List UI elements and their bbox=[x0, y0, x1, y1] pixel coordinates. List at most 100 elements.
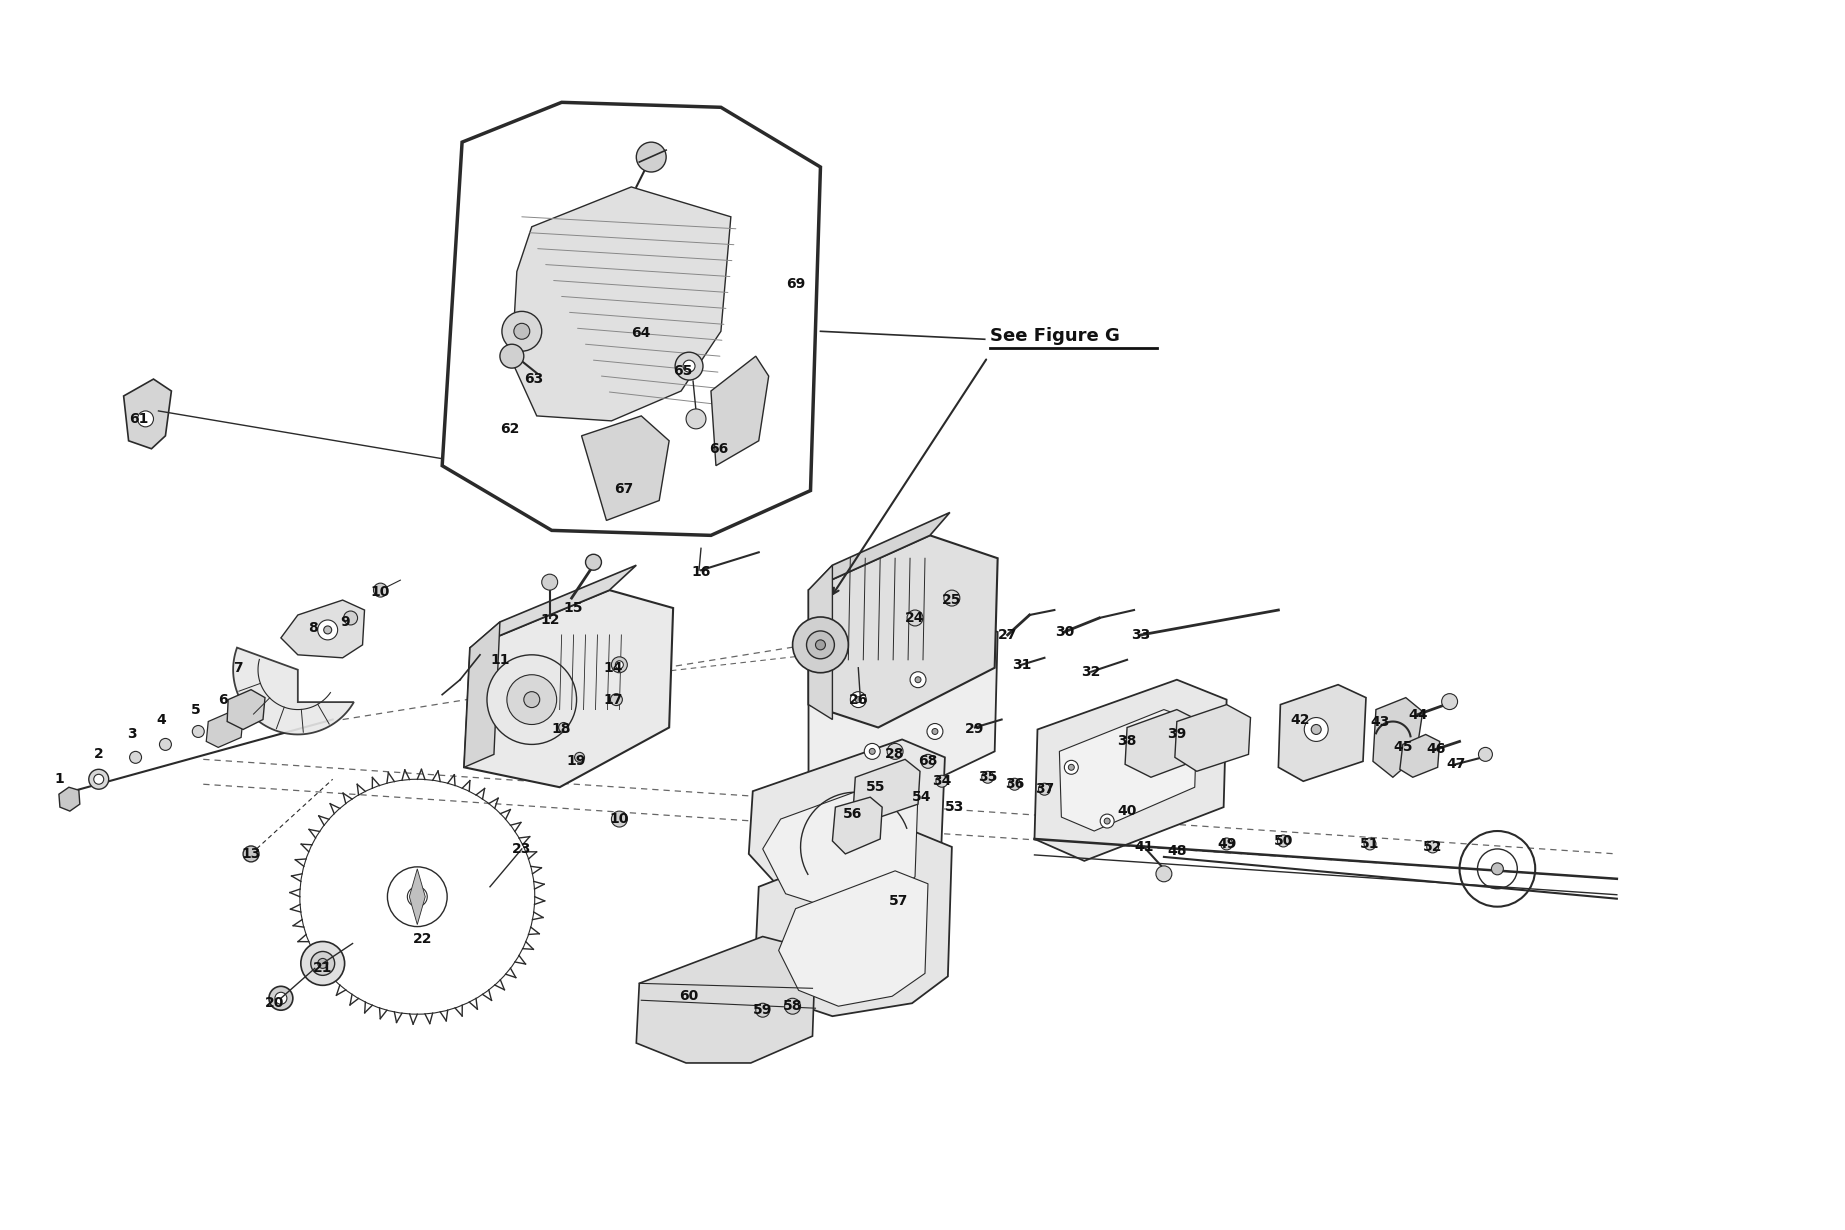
Circle shape bbox=[611, 811, 627, 827]
Text: 31: 31 bbox=[1011, 658, 1031, 672]
Polygon shape bbox=[280, 600, 365, 658]
Text: 48: 48 bbox=[1168, 844, 1186, 859]
Text: 52: 52 bbox=[1422, 840, 1443, 854]
Text: 16: 16 bbox=[692, 566, 710, 579]
Polygon shape bbox=[832, 797, 882, 854]
Text: 30: 30 bbox=[1055, 625, 1074, 638]
Polygon shape bbox=[465, 622, 500, 768]
Text: 22: 22 bbox=[413, 931, 432, 946]
Polygon shape bbox=[1035, 680, 1227, 861]
Circle shape bbox=[542, 574, 557, 590]
Polygon shape bbox=[1279, 685, 1365, 781]
Text: 33: 33 bbox=[1131, 627, 1151, 642]
Circle shape bbox=[1312, 724, 1321, 734]
Circle shape bbox=[910, 672, 926, 688]
Circle shape bbox=[1100, 814, 1114, 828]
Text: 26: 26 bbox=[849, 692, 867, 706]
Circle shape bbox=[1039, 784, 1050, 795]
Text: 69: 69 bbox=[786, 277, 804, 290]
Polygon shape bbox=[756, 829, 952, 1016]
Polygon shape bbox=[762, 777, 919, 910]
Polygon shape bbox=[854, 759, 921, 822]
Text: 35: 35 bbox=[978, 770, 998, 785]
Polygon shape bbox=[227, 690, 266, 729]
Circle shape bbox=[301, 941, 345, 985]
Circle shape bbox=[945, 590, 959, 606]
Circle shape bbox=[373, 583, 387, 597]
Text: 40: 40 bbox=[1118, 804, 1137, 818]
Text: 32: 32 bbox=[1081, 664, 1101, 679]
Circle shape bbox=[138, 411, 153, 427]
Circle shape bbox=[806, 631, 834, 659]
Circle shape bbox=[1478, 748, 1493, 761]
Text: 17: 17 bbox=[603, 692, 624, 706]
Circle shape bbox=[611, 694, 622, 706]
Text: 2: 2 bbox=[94, 748, 103, 761]
Text: 53: 53 bbox=[945, 801, 965, 814]
Circle shape bbox=[686, 408, 707, 429]
Text: 12: 12 bbox=[541, 613, 559, 627]
Circle shape bbox=[515, 323, 530, 339]
Polygon shape bbox=[443, 102, 821, 535]
Text: 60: 60 bbox=[679, 989, 699, 1004]
Circle shape bbox=[244, 846, 258, 862]
Circle shape bbox=[323, 626, 332, 633]
Text: 38: 38 bbox=[1118, 734, 1137, 748]
Circle shape bbox=[500, 344, 524, 368]
Circle shape bbox=[784, 999, 801, 1015]
Polygon shape bbox=[410, 868, 424, 925]
Circle shape bbox=[1068, 764, 1074, 770]
Circle shape bbox=[159, 738, 172, 750]
Text: 23: 23 bbox=[513, 843, 531, 856]
Text: 6: 6 bbox=[218, 692, 229, 706]
Text: 39: 39 bbox=[1168, 727, 1186, 742]
Text: 36: 36 bbox=[1006, 777, 1024, 791]
Circle shape bbox=[129, 752, 142, 764]
Text: 44: 44 bbox=[1408, 707, 1428, 722]
Circle shape bbox=[310, 952, 334, 975]
Polygon shape bbox=[779, 871, 928, 1006]
Polygon shape bbox=[232, 648, 354, 734]
Circle shape bbox=[343, 611, 358, 625]
Circle shape bbox=[1175, 752, 1183, 758]
Text: 20: 20 bbox=[266, 996, 284, 1010]
Text: 55: 55 bbox=[865, 780, 886, 795]
Circle shape bbox=[863, 743, 880, 759]
Circle shape bbox=[856, 696, 862, 702]
Circle shape bbox=[507, 675, 557, 724]
Circle shape bbox=[1441, 694, 1458, 710]
Polygon shape bbox=[808, 610, 998, 807]
Circle shape bbox=[851, 691, 867, 707]
Circle shape bbox=[869, 748, 875, 754]
Text: 11: 11 bbox=[491, 653, 509, 667]
Text: 18: 18 bbox=[552, 722, 572, 737]
Text: 47: 47 bbox=[1446, 758, 1465, 771]
Circle shape bbox=[1127, 734, 1140, 748]
Text: 61: 61 bbox=[129, 412, 148, 426]
Polygon shape bbox=[1175, 705, 1251, 771]
Circle shape bbox=[1277, 835, 1290, 847]
Circle shape bbox=[559, 722, 568, 733]
Text: 3: 3 bbox=[127, 727, 137, 742]
Text: 7: 7 bbox=[232, 661, 244, 675]
Text: 41: 41 bbox=[1135, 840, 1153, 854]
Text: 62: 62 bbox=[500, 422, 520, 435]
Text: 45: 45 bbox=[1393, 740, 1413, 754]
Text: 27: 27 bbox=[998, 627, 1017, 642]
Text: 59: 59 bbox=[753, 1004, 773, 1017]
Text: 1: 1 bbox=[54, 772, 65, 786]
Text: 34: 34 bbox=[932, 774, 952, 788]
Circle shape bbox=[793, 617, 849, 673]
Text: 10: 10 bbox=[609, 812, 629, 827]
Polygon shape bbox=[465, 590, 673, 787]
Polygon shape bbox=[470, 566, 637, 648]
Circle shape bbox=[317, 620, 338, 640]
Circle shape bbox=[94, 774, 103, 785]
Circle shape bbox=[502, 311, 542, 352]
Circle shape bbox=[1304, 717, 1328, 742]
Polygon shape bbox=[124, 379, 172, 449]
Circle shape bbox=[616, 661, 624, 669]
Text: 8: 8 bbox=[308, 621, 317, 635]
Circle shape bbox=[269, 986, 293, 1010]
Circle shape bbox=[1103, 818, 1111, 824]
